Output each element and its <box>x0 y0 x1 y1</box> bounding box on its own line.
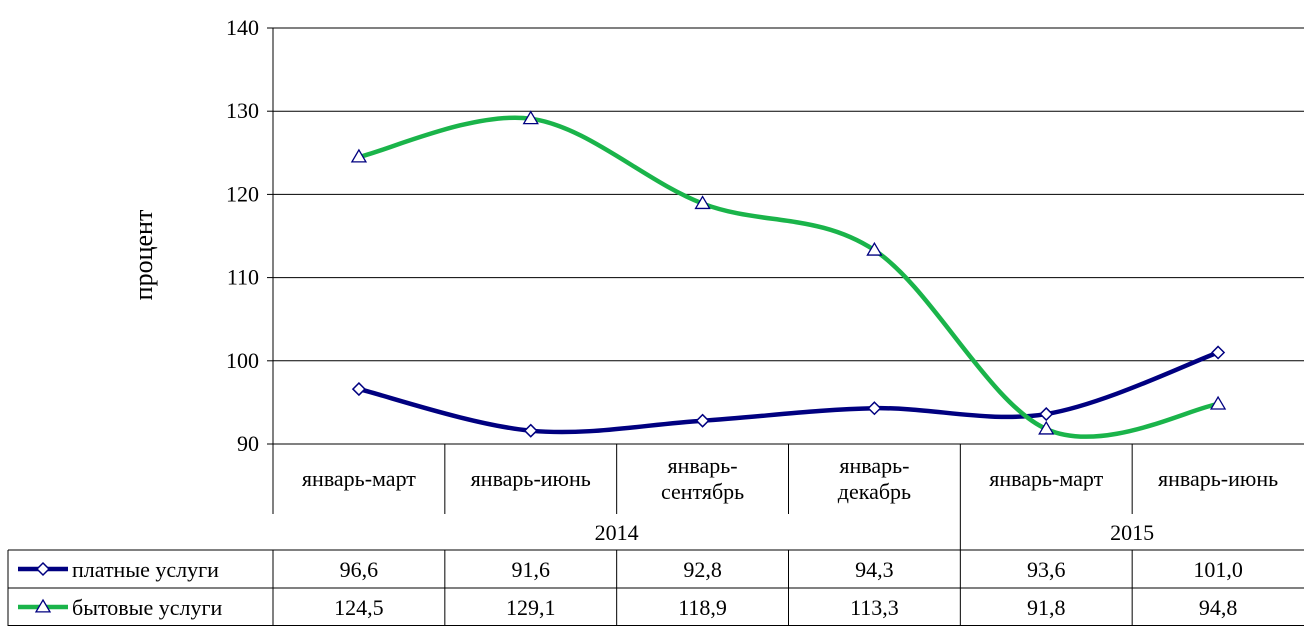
x-category-label: декабрь <box>838 479 911 504</box>
data-value-label: 92,8 <box>683 557 722 582</box>
x-category-label: январь- <box>668 453 738 478</box>
y-tick-label: 100 <box>226 348 259 373</box>
series-2-point <box>694 195 711 210</box>
x-category-label: январь-март <box>989 466 1103 491</box>
series-1-point <box>523 423 538 438</box>
y-tick-label: 140 <box>226 15 259 40</box>
legend-label: бытовые услуги <box>72 595 222 620</box>
series-2-point <box>350 148 368 163</box>
legend-key-marker-2 <box>34 598 52 613</box>
y-tick-label: 120 <box>226 181 259 206</box>
series-1-point <box>1039 406 1054 422</box>
series-2-point <box>522 110 539 125</box>
data-value-label: 129,1 <box>506 595 556 620</box>
series-2-point <box>1209 395 1227 410</box>
data-value-label: 118,9 <box>678 595 727 620</box>
series-1-point <box>867 401 882 416</box>
series-line-2 <box>358 115 1219 439</box>
series-2-point <box>866 241 883 256</box>
x-category-label: сентябрь <box>661 479 744 504</box>
series-1-point <box>695 413 710 428</box>
y-tick-label: 90 <box>237 431 259 456</box>
data-value-label: 124,5 <box>334 595 384 620</box>
year-label: 2014 <box>595 520 639 545</box>
series-lines <box>358 115 1219 439</box>
data-value-label: 91,6 <box>512 557 551 582</box>
x-category-label: январь-март <box>302 466 416 491</box>
series-markers <box>350 110 1227 438</box>
data-value-label: 113,3 <box>850 595 899 620</box>
x-category-label: январь-июнь <box>1158 466 1278 491</box>
grid-lines <box>267 27 1304 445</box>
data-value-label: 94,8 <box>1199 595 1238 620</box>
y-tick-label: 130 <box>226 98 259 123</box>
data-table: январь-март январь-июньянварь-сентябрьянв… <box>7 444 1304 626</box>
series-line-1 <box>358 350 1219 435</box>
data-value-label: 93,6 <box>1027 557 1066 582</box>
series-1-point <box>351 382 366 397</box>
year-label: 2015 <box>1110 520 1154 545</box>
series-2-point <box>1038 420 1055 435</box>
data-value-label: 91,8 <box>1027 595 1066 620</box>
series-1-point <box>1211 345 1226 360</box>
y-tick-labels: 90 100 110 120 130 140 <box>226 15 259 456</box>
x-category-label: январь- <box>839 453 909 478</box>
data-value-label: 101,0 <box>1193 557 1243 582</box>
data-value-label: 96,6 <box>340 557 379 582</box>
x-category-label: январь-июнь <box>471 466 591 491</box>
y-tick-label: 110 <box>227 265 259 290</box>
y-axis-label: процент <box>129 210 158 301</box>
data-value-label: 94,3 <box>855 557 894 582</box>
legend-key-marker-1 <box>35 561 51 577</box>
legend-label: платные услуги <box>72 557 219 582</box>
